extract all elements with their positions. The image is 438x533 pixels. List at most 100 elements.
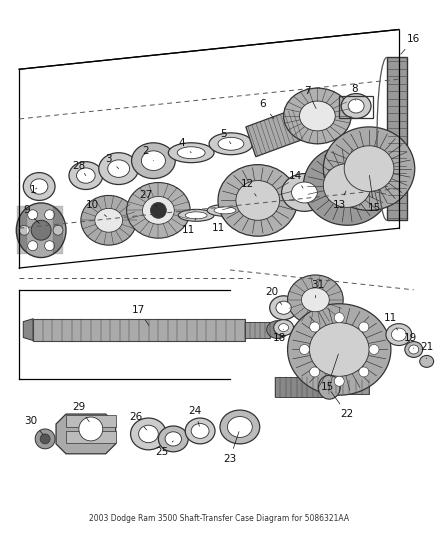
Circle shape bbox=[359, 322, 369, 332]
Circle shape bbox=[28, 210, 38, 220]
Polygon shape bbox=[246, 109, 304, 157]
Text: 5: 5 bbox=[221, 129, 231, 144]
Circle shape bbox=[334, 313, 344, 322]
Ellipse shape bbox=[81, 196, 137, 245]
Ellipse shape bbox=[185, 418, 215, 444]
Ellipse shape bbox=[138, 425, 158, 443]
Ellipse shape bbox=[178, 209, 214, 221]
Ellipse shape bbox=[218, 165, 297, 236]
Bar bbox=[53, 206, 63, 254]
Ellipse shape bbox=[165, 432, 181, 446]
Circle shape bbox=[79, 417, 103, 441]
Bar bbox=[339, 96, 373, 118]
Ellipse shape bbox=[304, 146, 391, 225]
Ellipse shape bbox=[191, 424, 209, 439]
Ellipse shape bbox=[292, 182, 318, 203]
Ellipse shape bbox=[159, 426, 188, 452]
Bar bbox=[275, 377, 329, 397]
Bar bbox=[66, 415, 116, 427]
Ellipse shape bbox=[214, 207, 236, 214]
Ellipse shape bbox=[127, 182, 190, 238]
Ellipse shape bbox=[405, 342, 423, 358]
Text: 11: 11 bbox=[384, 313, 398, 330]
Bar bbox=[33, 319, 245, 341]
Text: 29: 29 bbox=[72, 402, 89, 422]
Ellipse shape bbox=[207, 204, 243, 216]
Text: 19: 19 bbox=[404, 333, 417, 349]
Ellipse shape bbox=[279, 324, 289, 332]
Text: 13: 13 bbox=[332, 191, 346, 211]
Ellipse shape bbox=[288, 275, 343, 325]
Text: 4: 4 bbox=[179, 138, 191, 153]
Circle shape bbox=[45, 241, 55, 251]
Circle shape bbox=[310, 322, 320, 332]
Text: 7: 7 bbox=[304, 86, 316, 109]
Bar bbox=[17, 206, 27, 254]
Circle shape bbox=[53, 225, 63, 235]
Text: 22: 22 bbox=[331, 391, 354, 419]
Polygon shape bbox=[23, 319, 33, 341]
Circle shape bbox=[40, 434, 50, 444]
Text: 14: 14 bbox=[289, 171, 303, 188]
Ellipse shape bbox=[168, 143, 214, 163]
Circle shape bbox=[35, 429, 55, 449]
Ellipse shape bbox=[99, 153, 138, 184]
Text: 21: 21 bbox=[420, 343, 433, 359]
Circle shape bbox=[150, 203, 166, 219]
Ellipse shape bbox=[227, 417, 252, 438]
Text: 6: 6 bbox=[259, 99, 274, 119]
Ellipse shape bbox=[95, 208, 123, 232]
Ellipse shape bbox=[274, 320, 293, 336]
Ellipse shape bbox=[282, 174, 327, 212]
Text: 23: 23 bbox=[223, 432, 239, 464]
Ellipse shape bbox=[288, 304, 391, 395]
Text: 18: 18 bbox=[273, 329, 286, 343]
Text: 8: 8 bbox=[351, 84, 357, 100]
Text: 17: 17 bbox=[132, 305, 149, 325]
Ellipse shape bbox=[185, 212, 207, 219]
Ellipse shape bbox=[131, 143, 175, 179]
Ellipse shape bbox=[392, 328, 406, 341]
Text: 25: 25 bbox=[156, 441, 173, 457]
Polygon shape bbox=[56, 414, 116, 454]
Bar bbox=[245, 321, 270, 337]
Text: 31: 31 bbox=[311, 280, 324, 298]
Ellipse shape bbox=[341, 94, 371, 118]
Ellipse shape bbox=[141, 151, 166, 171]
Ellipse shape bbox=[301, 288, 329, 312]
Ellipse shape bbox=[23, 173, 55, 200]
Text: 20: 20 bbox=[265, 287, 282, 304]
Ellipse shape bbox=[300, 101, 335, 131]
Ellipse shape bbox=[16, 203, 66, 257]
Ellipse shape bbox=[69, 161, 103, 190]
Text: 12: 12 bbox=[241, 179, 256, 196]
Text: 3: 3 bbox=[106, 154, 119, 168]
Text: 15: 15 bbox=[367, 175, 381, 213]
Circle shape bbox=[19, 225, 29, 235]
Ellipse shape bbox=[420, 356, 434, 367]
Text: 28: 28 bbox=[72, 160, 86, 175]
Ellipse shape bbox=[177, 147, 205, 159]
Ellipse shape bbox=[323, 127, 415, 211]
Ellipse shape bbox=[344, 146, 394, 191]
Ellipse shape bbox=[283, 88, 351, 144]
Circle shape bbox=[28, 241, 38, 251]
Text: 2003 Dodge Ram 3500 Shaft-Transfer Case Diagram for 5086321AA: 2003 Dodge Ram 3500 Shaft-Transfer Case … bbox=[89, 514, 349, 523]
Ellipse shape bbox=[267, 321, 289, 338]
Ellipse shape bbox=[209, 133, 253, 155]
Text: 24: 24 bbox=[188, 406, 202, 426]
Text: 9: 9 bbox=[23, 205, 39, 223]
Bar bbox=[329, 380, 369, 394]
Ellipse shape bbox=[409, 345, 419, 354]
Ellipse shape bbox=[142, 197, 174, 224]
Circle shape bbox=[369, 344, 379, 354]
Text: 27: 27 bbox=[139, 190, 156, 206]
Text: 10: 10 bbox=[86, 200, 106, 216]
Ellipse shape bbox=[309, 322, 369, 376]
Ellipse shape bbox=[348, 99, 364, 113]
Text: 15: 15 bbox=[321, 354, 338, 392]
Ellipse shape bbox=[131, 418, 166, 450]
Ellipse shape bbox=[270, 296, 297, 320]
Ellipse shape bbox=[323, 164, 371, 207]
Circle shape bbox=[310, 367, 320, 377]
